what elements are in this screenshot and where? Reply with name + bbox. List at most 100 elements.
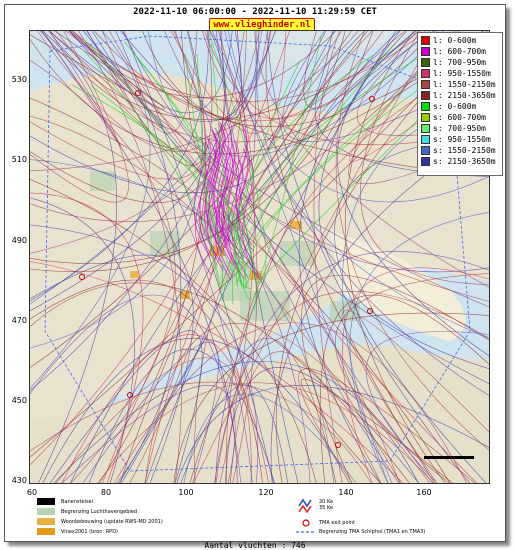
flight-track [37,31,260,152]
x-tick-140: 140 [338,488,354,497]
housing-area [130,271,139,278]
track-canvas [30,31,489,483]
flight-track-map [29,30,490,484]
flight-track [144,323,431,483]
flight-track [217,31,258,483]
legend-item: s: 950-1550m [421,135,491,145]
flight-track [349,212,489,483]
legend-swatch [421,91,430,100]
flight-track [180,384,288,483]
legend-swatch [421,47,430,56]
flight-track [30,31,203,349]
tma-exit-point [335,442,341,448]
altitude-legend: l: 0-600m l: 600-700m l: 700-950m l: 950… [417,32,503,176]
airport-boundary-label: Begrenzing Luchthavengebied [61,509,138,515]
flight-track [266,31,470,483]
runway-label: Banenstelsel [61,499,94,505]
flight-track [196,54,221,289]
flight-track [207,150,224,271]
flight-track [238,144,255,265]
flight-track [68,31,337,98]
urban-area [90,171,115,191]
flight-track [211,42,251,300]
flight-track [61,385,236,483]
flight-track [83,50,221,285]
legend-swatch [421,80,430,89]
flight-track [224,31,489,396]
scale-bar [424,456,474,459]
flight-track [298,31,435,483]
flight-track [243,56,465,288]
flight-track [313,31,343,483]
flight-track [30,31,129,203]
flight-track [145,31,400,483]
flight-track [235,89,405,287]
flight-track [40,31,434,142]
flight-track [232,60,301,305]
flight-track [337,31,489,357]
flight-track [303,31,407,109]
flight-track [97,382,434,483]
flight-track [345,31,446,483]
vinex-label: Vinex2001 (bron: RPD) [61,529,118,535]
y-tick-430: 430 [11,476,27,485]
flight-track [204,129,222,250]
flight-track [360,31,489,285]
legend-swatch [421,157,430,166]
flight-track [223,137,240,258]
tma-exit-label: TMA exit point [319,520,356,526]
legend-swatch [421,113,430,122]
flight-track [227,139,245,260]
flight-track [183,393,357,483]
flight-track [282,31,489,142]
flight-track [48,31,420,120]
flight-track [30,31,206,180]
flight-track [123,31,274,483]
flight-track [114,322,467,483]
flight-track [53,360,419,483]
flight-track [234,54,374,283]
legend-swatch [421,102,430,111]
flight-track [319,294,489,483]
legend-swatch [421,36,430,45]
flight-track [30,97,451,483]
legend-item: l: 0-600m [421,36,476,46]
legend-swatch [421,135,430,144]
x-tick-80: 80 [100,488,112,497]
x-tick-100: 100 [178,488,194,497]
flight-track [30,294,242,483]
tma-exit-point [135,90,141,96]
legend-item: l: 1550-2150m [421,80,496,90]
tma-boundary-label: Begrenzing TMA Schiphol (TMA1 en TMA3) [319,529,426,535]
flight-track [230,351,382,483]
y-tick-530: 530 [11,75,27,84]
legend-item: s: 600-700m [421,113,486,123]
legend-item: l: 950-1550m [421,69,491,79]
y-tick-510: 510 [11,155,27,164]
flight-track [120,31,242,121]
flight-track [212,121,230,242]
tma-exit-point [369,96,375,102]
flight-track [43,31,121,146]
flight-track [216,157,234,278]
flight-track [173,312,489,483]
flight-track [176,385,489,483]
flight-track [257,35,322,284]
flight-track [195,155,212,276]
legend-swatch [421,58,430,67]
flight-track [242,157,259,279]
flight-track [236,148,254,269]
housing-area [290,221,302,229]
flight-track [30,31,276,391]
legend-item: s: 700-950m [421,124,486,134]
flight-track [147,31,444,157]
flight-track [215,291,489,483]
land-area [30,344,489,483]
land-area [330,231,465,341]
flight-track [82,341,219,483]
legend-item: l: 600-700m [421,47,486,57]
flight-track [30,31,209,302]
flight-track [119,333,209,483]
vinex-swatch [37,528,55,535]
legend-item: s: 0-600m [421,102,476,112]
